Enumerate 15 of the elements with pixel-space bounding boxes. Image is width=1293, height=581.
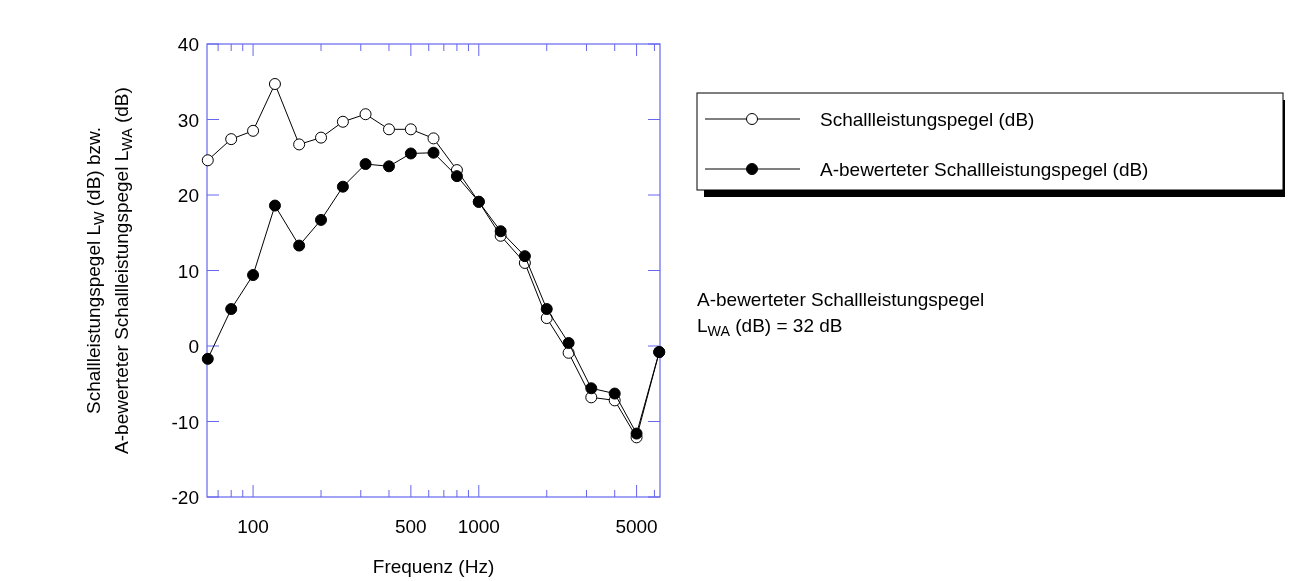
y-tick-label: 10: [177, 260, 199, 282]
legend-label: A-bewerteter Schallleistungspegel (dB): [820, 159, 1149, 180]
y-tick-label: 30: [177, 109, 199, 131]
x-tick-label: 100: [237, 516, 269, 537]
y-tick-label: 40: [177, 34, 199, 55]
y-tick-label: 20: [177, 185, 199, 206]
text: A-bewerteter Schallleistungspegel L$_{WA}$ (dB) = 32 dB: [697, 289, 985, 340]
y-tick-label: -10: [171, 411, 199, 433]
y-tick-label: 0: [188, 336, 199, 357]
x-axis-title: Frequenz (Hz): [372, 556, 495, 577]
x-tick-label: 5000: [615, 516, 658, 537]
legend-label: Schallleistungspegel (dB): [820, 109, 1035, 130]
x-tick-label: 1000: [457, 516, 500, 537]
x-tick-label: 500: [395, 516, 427, 537]
y-tick-label: -20: [171, 487, 199, 508]
